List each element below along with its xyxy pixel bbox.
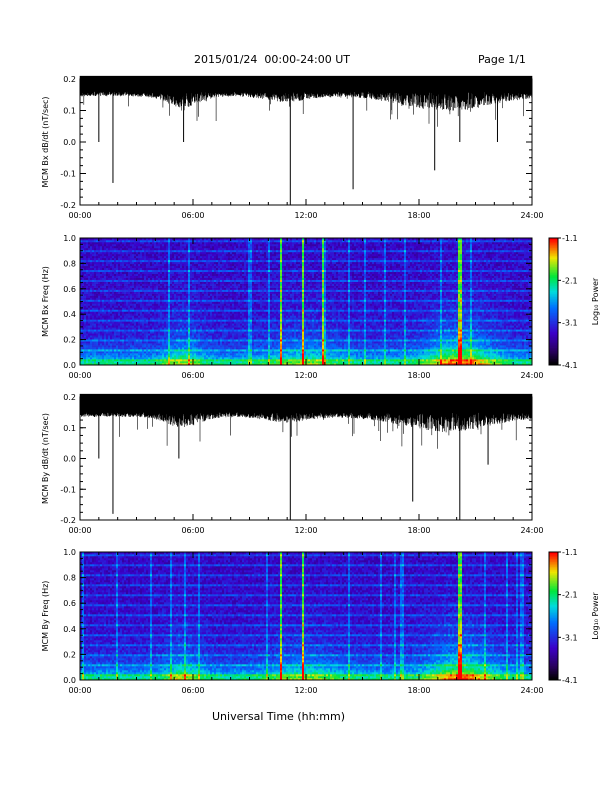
- y-axis-label: MCM By dB/dt (nT/sec): [41, 413, 50, 504]
- x-tick-label: 06:00: [181, 686, 204, 695]
- spectrogram-2: [80, 238, 532, 365]
- x-tick-label: 18:00: [407, 371, 430, 380]
- line-series-1: [80, 76, 532, 205]
- y-tick-label: 0.0: [63, 455, 76, 464]
- x-tick-label: 12:00: [294, 686, 317, 695]
- x-tick-label: 18:00: [407, 211, 430, 220]
- y-tick-label: 0.1: [63, 107, 76, 116]
- y-tick-label: 0.4: [63, 625, 76, 634]
- y-axis-label: MCM By Freq (Hz): [41, 581, 50, 652]
- colorbar-4: -1.1 -2.1 -3.1 -4.1 Log₁₀ Power: [549, 548, 600, 685]
- colorbar-tick-label: -1.1: [562, 234, 578, 243]
- y-tick-label: 0.4: [63, 310, 76, 319]
- y-tick-label: 0.6: [63, 285, 76, 294]
- y-tick-label: -0.1: [60, 485, 76, 494]
- colorbar-2: -1.1 -2.1 -3.1 -4.1 Log₁₀ Power: [549, 234, 600, 370]
- x-tick-label: 24:00: [520, 686, 543, 695]
- x-tick-label: 06:00: [181, 526, 204, 535]
- x-tick-label: 06:00: [181, 371, 204, 380]
- y-tick-label: -0.2: [60, 516, 76, 525]
- y-tick-label: 1.0: [63, 234, 76, 243]
- y-tick-label: 0.2: [63, 393, 76, 402]
- y-tick-label: 0.0: [63, 138, 76, 147]
- x-tick-label: 00:00: [68, 526, 91, 535]
- x-tick-label: 12:00: [294, 526, 317, 535]
- x-tick-label: 00:00: [68, 371, 91, 380]
- colorbar-tick-label: -3.1: [562, 319, 578, 328]
- colorbar-tick-label: -4.1: [562, 361, 578, 370]
- y-tick-label: 1.0: [63, 548, 76, 557]
- x-tick-label: 24:00: [520, 211, 543, 220]
- y-tick-label: -0.2: [60, 201, 76, 210]
- y-tick-label: 0.0: [63, 361, 76, 370]
- x-tick-label: 18:00: [407, 686, 430, 695]
- y-tick-label: 0.0: [63, 676, 76, 685]
- y-tick-label: 0.6: [63, 599, 76, 608]
- y-tick-label: 0.1: [63, 424, 76, 433]
- y-tick-label: 0.2: [63, 650, 76, 659]
- y-tick-label: 0.8: [63, 259, 76, 268]
- spectrogram-4: [80, 552, 532, 680]
- colorbar-label: Log₁₀ Power: [591, 277, 600, 325]
- colorbar-tick-label: -2.1: [562, 591, 578, 600]
- colorbar-tick-label: -3.1: [562, 633, 578, 642]
- x-tick-label: 24:00: [520, 526, 543, 535]
- x-tick-label: 00:00: [68, 211, 91, 220]
- colorbar-tick-label: -2.1: [562, 276, 578, 285]
- x-tick-label: 12:00: [294, 211, 317, 220]
- y-tick-label: -0.1: [60, 170, 76, 179]
- y-tick-label: 0.2: [63, 336, 76, 345]
- x-tick-label: 24:00: [520, 371, 543, 380]
- colorbar-tick-label: -1.1: [562, 548, 578, 557]
- colorbar-label: Log₁₀ Power: [591, 592, 600, 640]
- line-series-3: [80, 394, 532, 520]
- y-tick-label: 0.2: [63, 75, 76, 84]
- y-tick-label: 0.8: [63, 574, 76, 583]
- figure: 00:00 06:00 12:00 18:00 24:00 -0.2 -0.1 0.0 0.1 0…: [0, 0, 612, 792]
- y-axis-label: MCM Bx Freq (Hz): [41, 266, 50, 337]
- y-axis-label: MCM Bx dB/dt (nT/sec): [41, 96, 50, 187]
- x-tick-label: 12:00: [294, 371, 317, 380]
- x-tick-label: 00:00: [68, 686, 91, 695]
- x-tick-label: 18:00: [407, 526, 430, 535]
- colorbar-tick-label: -4.1: [562, 676, 578, 685]
- x-tick-label: 06:00: [181, 211, 204, 220]
